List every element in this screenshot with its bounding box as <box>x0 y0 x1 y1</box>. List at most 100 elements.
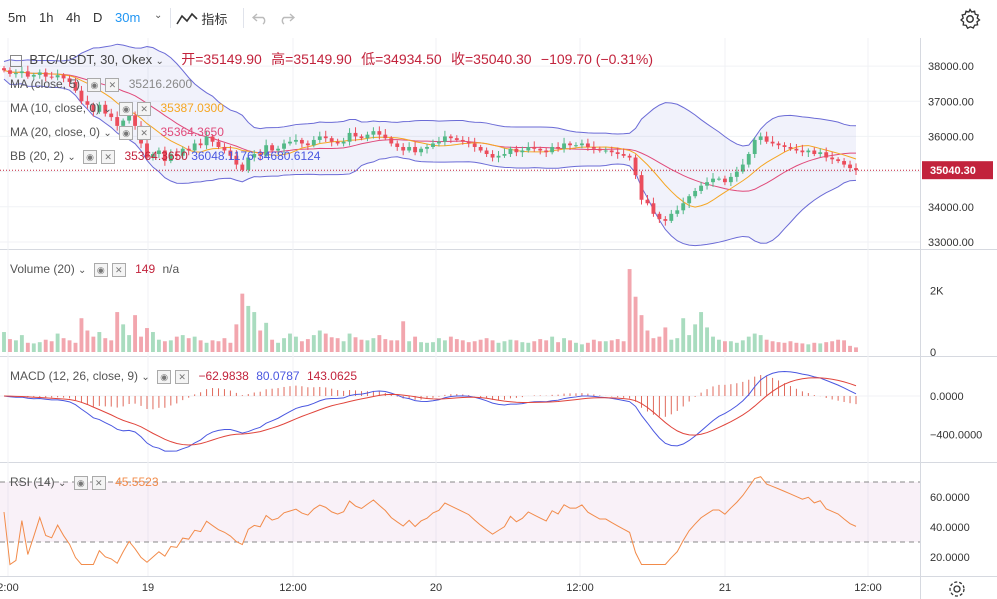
candle-body <box>323 136 328 139</box>
candle-body <box>758 136 763 140</box>
candle-body <box>401 146 406 151</box>
legend-bb[interactable]: BB (20, 2) ⌄ ◉ ✕ 35364.3650 36048.1176 34… <box>10 149 320 164</box>
volume-bar <box>25 342 30 352</box>
candle-body <box>848 164 852 169</box>
bb-value-2: 36048.1176 <box>191 149 254 163</box>
visibility-icon[interactable]: ◉ <box>93 262 108 277</box>
visibility-icon[interactable]: ◉ <box>83 149 98 164</box>
volume-bar <box>61 338 66 352</box>
indicators-icon <box>176 12 198 24</box>
candle-body <box>270 145 275 151</box>
legend-rsi[interactable]: RSI (14) ⌄ ◉ ✕ 45.5523 <box>10 475 159 490</box>
macd-tick-label: 0.0000 <box>930 391 964 403</box>
volume-bar <box>8 339 12 352</box>
candle-body <box>657 213 662 220</box>
volume-bar <box>216 341 221 352</box>
axis-settings-gear-icon[interactable] <box>949 581 965 597</box>
collapse-icon[interactable] <box>10 54 22 67</box>
dropdown-icon[interactable]: ⌄ <box>58 478 67 489</box>
dropdown-icon[interactable]: ⌄ <box>141 372 150 383</box>
candle-body <box>621 154 626 156</box>
gear-icon[interactable] <box>958 7 982 31</box>
timeframe-dropdown-icon[interactable]: ⌄ <box>154 10 163 21</box>
pair-dropdown-icon[interactable]: ⌄ <box>155 56 164 67</box>
close-icon[interactable]: ✕ <box>105 77 120 92</box>
volume-bar <box>603 341 608 352</box>
price-tick-label: 37000.00 <box>928 96 974 108</box>
volume-bar <box>335 338 340 352</box>
candle-body <box>198 143 203 146</box>
current-price-label: 35040.30 <box>930 165 976 177</box>
close-icon[interactable]: ✕ <box>111 262 126 277</box>
visibility-icon[interactable]: ◉ <box>73 475 88 490</box>
time-axis-label: 12:00 <box>566 582 594 594</box>
macd-signal-line <box>3 377 857 446</box>
volume-bar <box>317 330 322 352</box>
close-icon[interactable]: ✕ <box>137 125 152 140</box>
chart-background <box>0 38 997 599</box>
undo-icon[interactable] <box>252 11 268 25</box>
candle-body <box>496 155 501 158</box>
toolbar-divider <box>170 8 171 28</box>
chart-area[interactable]: 35040.30 38000.00 37000.00 36000.00 34000.00… <box>0 38 997 599</box>
candle-body <box>228 150 233 156</box>
candle-body <box>55 75 60 78</box>
time-axis-label: 12:00 <box>854 582 882 594</box>
volume-bar <box>788 341 793 352</box>
volume-bar <box>365 340 370 352</box>
candle-body <box>73 81 78 91</box>
candle-body <box>222 146 227 151</box>
volume-bar <box>627 269 632 352</box>
volume-bar <box>818 343 823 352</box>
candle-body <box>776 143 781 146</box>
ohlc-low: 低=34934.50 <box>361 51 442 67</box>
visibility-icon[interactable]: ◉ <box>157 369 172 384</box>
volume-tick-label: 2K <box>930 286 944 298</box>
candle-body <box>186 148 191 151</box>
volume-bar <box>675 338 680 352</box>
timeframe-1h[interactable]: 1h <box>39 10 54 25</box>
visibility-icon[interactable]: ◉ <box>119 125 134 140</box>
timeframe-d[interactable]: D <box>93 10 103 25</box>
volume-bar <box>699 312 704 352</box>
legend-macd[interactable]: MACD (12, 26, close, 9) ⌄ ◉ ✕ −62.9838 80… <box>10 369 357 384</box>
visibility-icon[interactable]: ◉ <box>87 77 102 92</box>
legend-volume[interactable]: Volume (20) ⌄ ◉ ✕ 149 n/a <box>10 262 179 277</box>
close-icon[interactable]: ✕ <box>91 475 106 490</box>
ma20-label: MA (20, close, 0) <box>10 125 101 139</box>
timeframe-5m[interactable]: 5m <box>8 10 27 25</box>
volume-bar <box>687 335 692 352</box>
candle-body <box>806 150 811 153</box>
volume-bar <box>538 339 543 352</box>
candle-body <box>597 148 602 151</box>
close-icon[interactable]: ✕ <box>101 149 116 164</box>
timeframe-4h[interactable]: 4h <box>66 10 81 25</box>
dropdown-icon[interactable]: ⌄ <box>78 265 87 276</box>
volume-bar <box>198 340 203 352</box>
indicators-button[interactable]: 指标 <box>176 9 227 28</box>
candle-body <box>568 143 572 146</box>
macd-value-1: −62.9838 <box>198 369 249 383</box>
candle-body <box>645 199 650 204</box>
candle-body <box>556 146 561 149</box>
candle-body <box>800 150 805 153</box>
candle-body <box>43 72 48 77</box>
dropdown-icon[interactable]: ⌄ <box>103 128 112 139</box>
close-icon[interactable]: ✕ <box>137 101 152 116</box>
legend-ma20[interactable]: MA (20, close, 0) ⌄ ◉ ✕ 35364.3650 <box>10 125 224 140</box>
visibility-icon[interactable]: ◉ <box>119 101 134 116</box>
timeframe-30m[interactable]: 30m <box>115 10 141 25</box>
volume-bar <box>794 342 799 352</box>
legend-ma10[interactable]: MA (10, close, 0) ⌄ ◉ ✕ 35387.0300 <box>10 101 224 116</box>
candle-body <box>383 134 388 139</box>
dropdown-icon[interactable]: ⌄ <box>67 152 76 163</box>
volume-bar <box>776 342 781 352</box>
candle-body <box>25 71 30 77</box>
candle-body <box>133 115 138 126</box>
current-price-badge <box>922 161 993 180</box>
dropdown-icon[interactable]: ⌄ <box>103 104 112 115</box>
legend-ma-close[interactable]: MA (close, 5) ◉ ✕ 35216.2600 <box>10 77 192 92</box>
redo-icon[interactable] <box>279 11 295 25</box>
candle-body <box>574 145 578 147</box>
close-icon[interactable]: ✕ <box>175 369 190 384</box>
